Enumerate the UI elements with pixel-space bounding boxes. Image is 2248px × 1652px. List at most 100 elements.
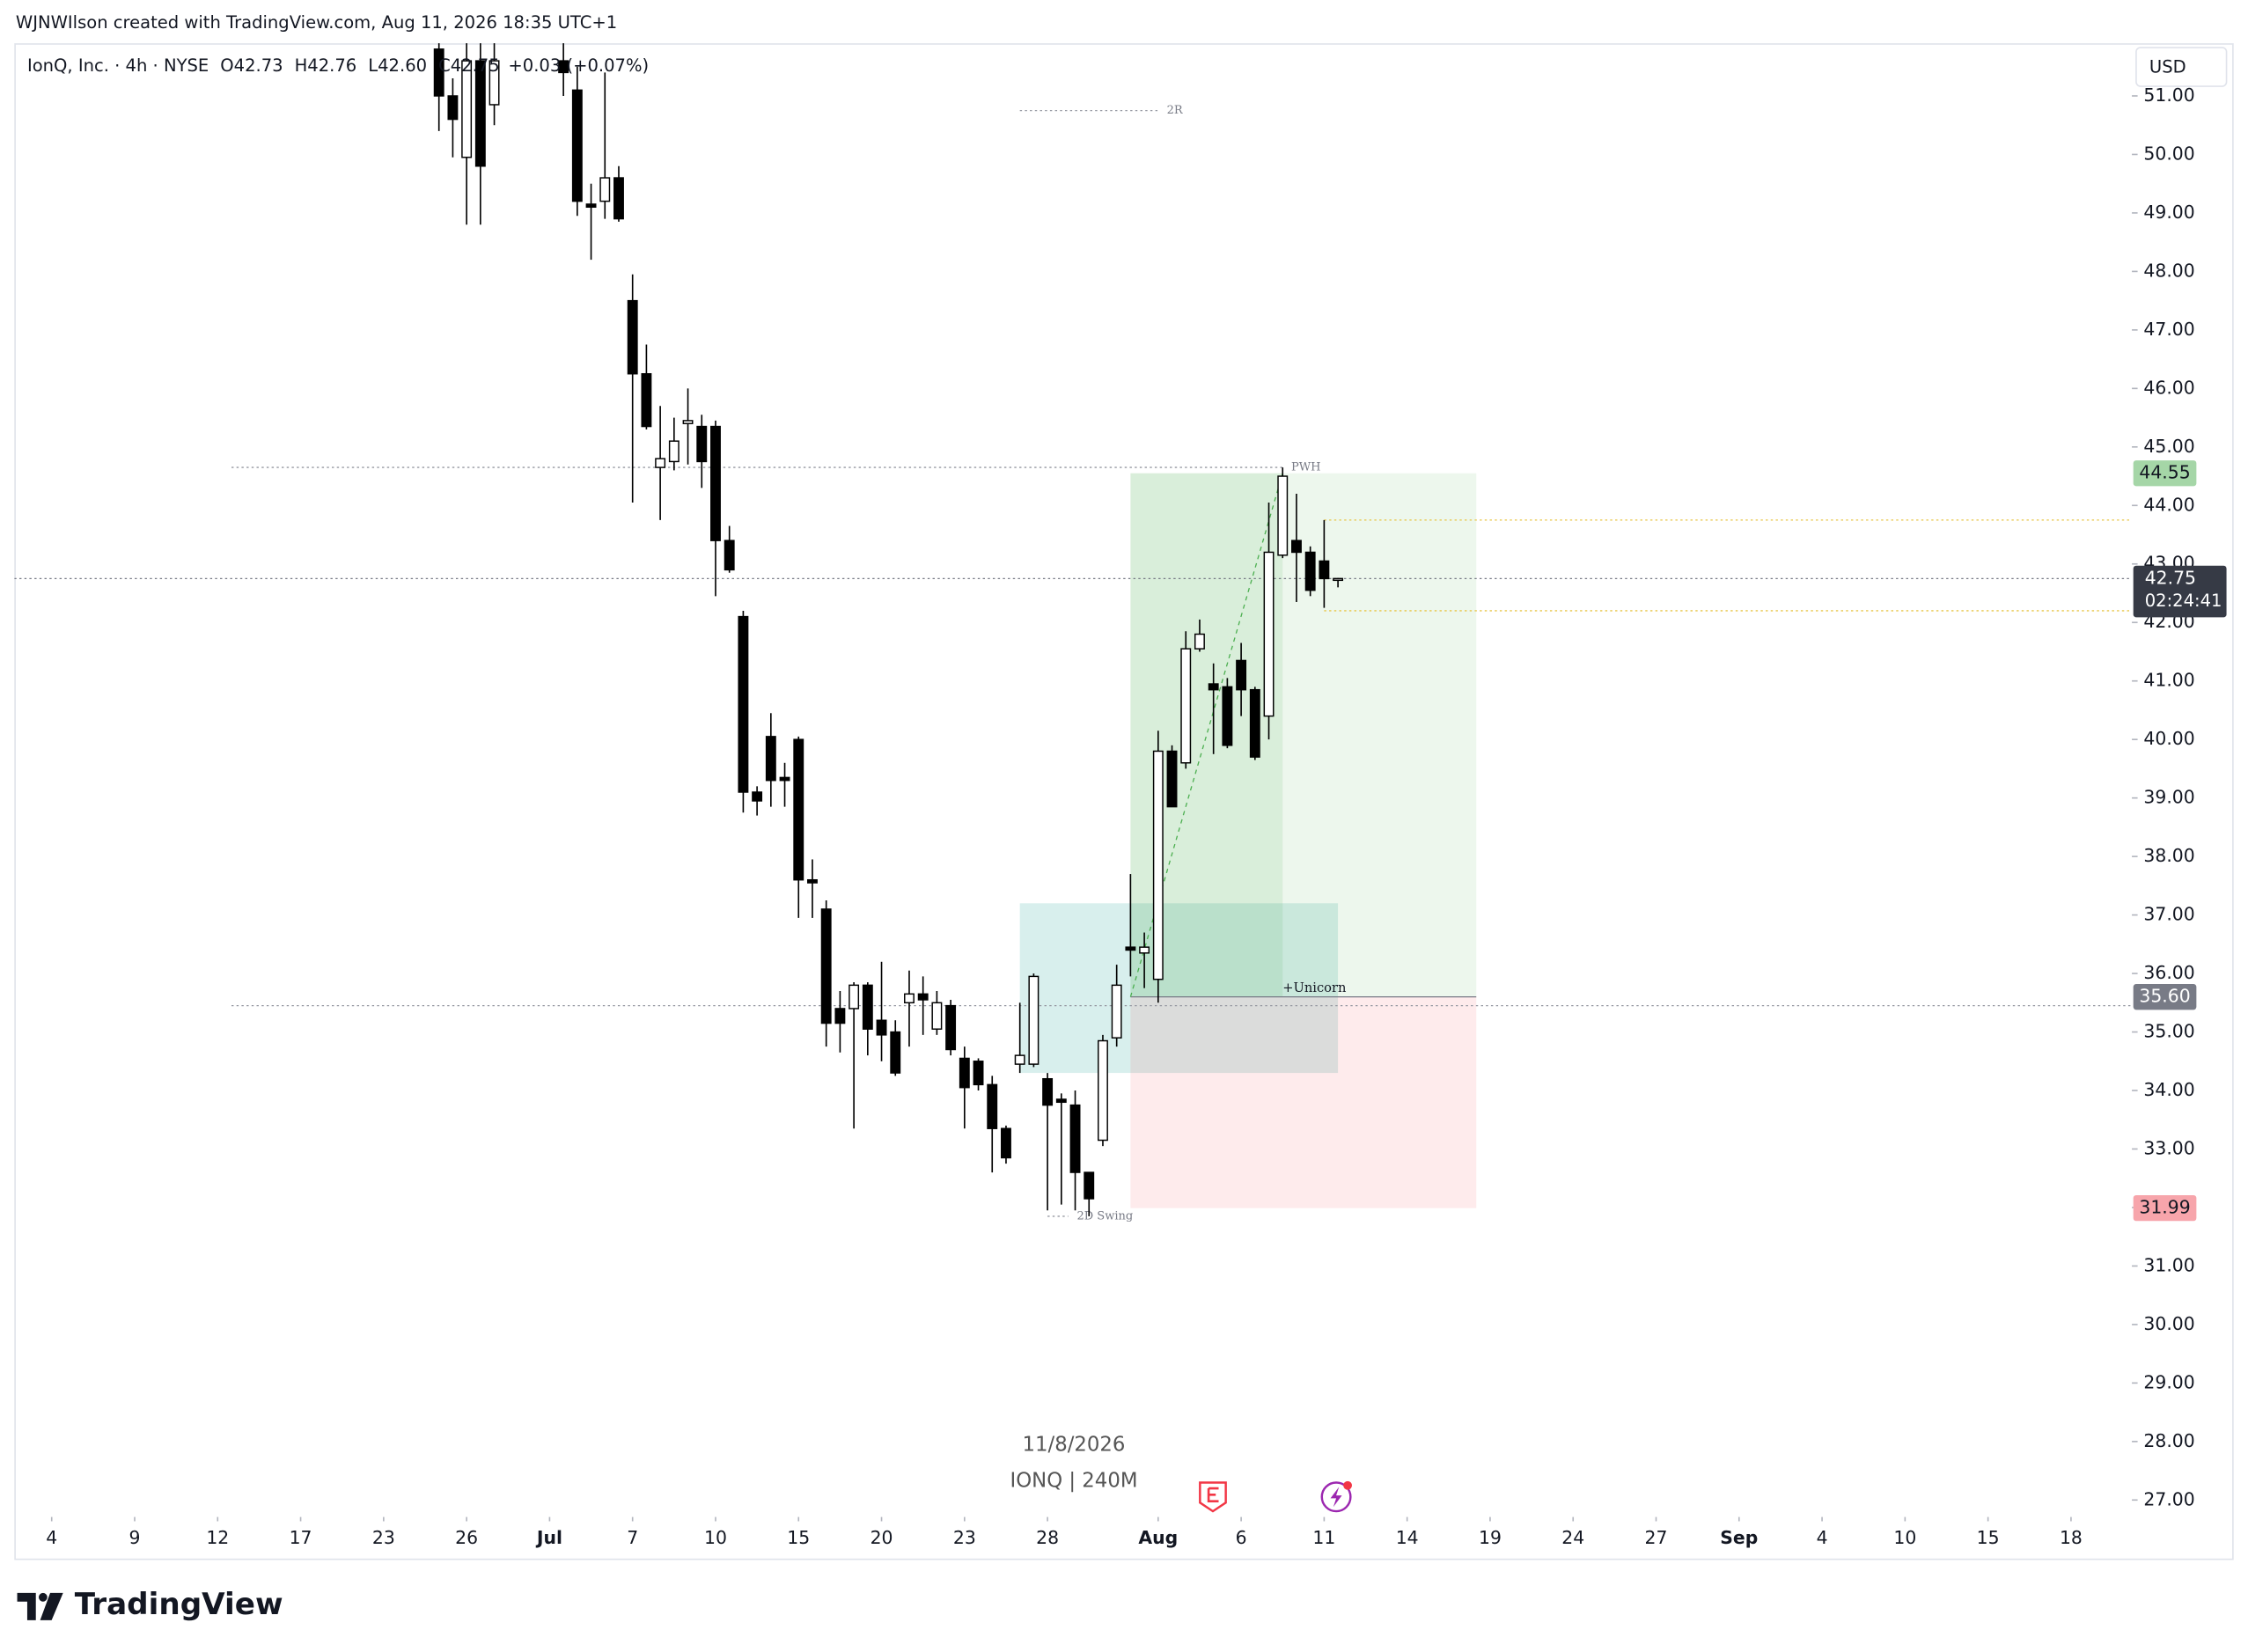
legend-title: IonQ, Inc. · 4h · NYSE [27,55,209,76]
legend-close: C42.75 [438,55,500,76]
candle-body [1194,633,1205,650]
candle-body [1249,688,1260,758]
brand-name: TradingView [75,1587,283,1622]
candle-body [1152,750,1164,980]
zone [1019,903,1339,1074]
currency-box[interactable] [2135,47,2228,87]
candle-body [931,1002,943,1030]
y-tick-label: 41.00 [2143,670,2194,691]
candle-body [668,440,680,463]
earnings-icon[interactable] [1199,1481,1227,1513]
candle-body [1277,475,1289,556]
x-tick-label: 17 [290,1527,312,1548]
y-tick-label: 27.00 [2143,1488,2194,1509]
y-tick-label: 38.00 [2143,845,2194,866]
entry-tag-bg [2133,983,2197,1010]
candle-body [1098,1039,1108,1142]
candle-body [876,1019,887,1036]
dividend-icon[interactable] [1320,1480,1352,1513]
y-tick-label: 47.00 [2143,319,2194,340]
y-tick-label: 44.00 [2143,494,2194,515]
candle-body [807,878,818,884]
y-tick-label: 48.00 [2143,260,2194,281]
x-tick-label: 14 [1396,1527,1419,1548]
candle-body [1304,551,1316,591]
legend-high: H42.76 [295,55,357,76]
x-tick-label: 23 [372,1527,395,1548]
plot-area: 2R PWH +Unicorn 2D Swing [14,43,2133,1222]
x-tick-label: 4 [1817,1527,1828,1548]
candle-body [696,425,708,463]
candle-body [1111,984,1122,1039]
x-tick-label: 26 [455,1527,478,1548]
candle-body [558,60,569,74]
y-tick-label: 34.00 [2143,1079,2194,1100]
x-tick-label: Aug [1138,1527,1178,1548]
y-tick-label: 51.00 [2143,84,2194,106]
candle-body [1236,659,1247,691]
candle-body [461,60,473,158]
candle-body [447,95,459,121]
watermark: WJNWIlson created with TradingView.com, … [16,12,617,33]
candle-body [585,203,597,209]
x-tick-label: 11 [1312,1527,1335,1548]
candle-body [738,615,749,793]
candle-body [904,993,915,1004]
candle-body [433,48,444,97]
y-tick-label: 39.00 [2143,787,2194,808]
candle-body [820,908,832,1024]
candle-body [1139,946,1150,954]
candle-body [752,791,763,802]
x-tick-label: 28 [1036,1527,1059,1548]
candle-body [1055,1098,1067,1104]
candle-body [1125,946,1136,951]
candle-body [1028,975,1040,1065]
currency[interactable]: USD [2149,56,2186,77]
y-tick-label: 31.00 [2143,1254,2194,1275]
level-label: 2D Swing [1076,1209,1133,1222]
candle-body [945,1004,957,1051]
legend-change: +0.03 (+0.07%) [508,55,649,76]
candle-body [834,1008,846,1024]
candle-body [1180,648,1192,764]
brand-logo [17,1592,63,1620]
candle-body [917,993,929,1001]
candle-body [474,60,486,167]
y-tick-label: 29.00 [2143,1371,2194,1392]
y-tick-label: 40.00 [2143,728,2194,749]
candle-body [973,1061,984,1086]
legend-low: L42.60 [368,55,427,76]
level-label: PWH [1291,461,1321,474]
candle-body [1208,683,1219,691]
candle-body [682,420,694,424]
candle-body [1042,1077,1054,1106]
x-tick-label: 4 [46,1527,57,1548]
candle-body [1291,540,1302,554]
x-tick-label: 9 [129,1527,141,1548]
y-tick-label: 46.00 [2143,377,2194,398]
frame [14,43,2234,1560]
x-tick-label: 19 [1479,1527,1502,1548]
last-price-bg [2133,565,2227,618]
loss-zone [1130,996,1477,1208]
x-tick-label: 7 [627,1527,638,1548]
y-tick-label: 37.00 [2143,904,2194,925]
candle-body [710,425,721,541]
x-tick-label: 24 [1561,1527,1584,1548]
level-label: +Unicorn [1282,980,1347,995]
candle-body [627,299,638,375]
stop-tag-bg [2133,1194,2197,1222]
y-tick-label: 28.00 [2143,1430,2194,1451]
y-tick-label: 30.00 [2143,1313,2194,1334]
x-tick-label: 20 [871,1527,893,1548]
target-tag-bg [2133,460,2197,487]
candle-body [655,458,666,468]
y-tick-label: 45.00 [2143,436,2194,457]
y-tick-label: 33.00 [2143,1137,2194,1158]
candle-body [779,776,790,782]
candle-body [862,984,873,1030]
candle-body [1319,560,1330,580]
x-tick-label: 15 [787,1527,810,1548]
last-price: 42.75 [2145,567,2196,588]
